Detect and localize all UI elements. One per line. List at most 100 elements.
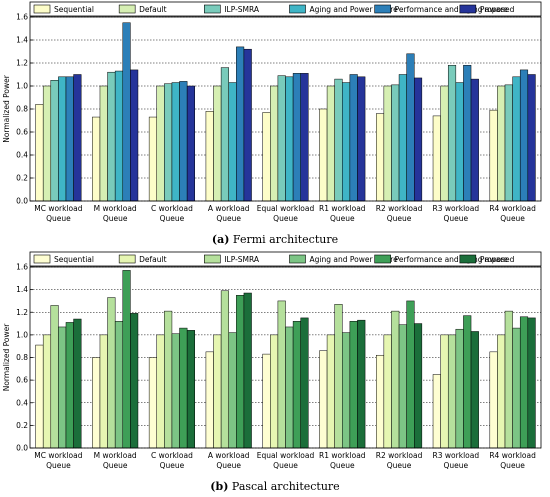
x-tick-label-line2: Queue <box>103 461 128 470</box>
x-tick-label: MC workload <box>34 451 83 460</box>
bar-performance-and-aging-aware-5 <box>292 73 301 202</box>
x-tick-label: Equal workload <box>257 451 315 460</box>
x-tick-label: A workload <box>208 451 250 460</box>
bar-default-1 <box>42 334 52 449</box>
bar-aging-and-power-aware-3 <box>171 333 180 449</box>
bar-sequential-5 <box>262 353 271 449</box>
bar-ilp-smra-8 <box>447 334 457 449</box>
bar-sequential-9 <box>489 109 498 202</box>
bar-aging-and-power-aware-6 <box>342 82 351 202</box>
y-tick-label: 0.2 <box>16 174 28 183</box>
legend-label: ILP-SMRA <box>224 255 260 264</box>
legend-swatch <box>118 254 136 264</box>
x-tick-label: R4 workload <box>489 204 536 213</box>
legend-swatch <box>374 254 391 264</box>
bar-performance-and-aging-aware-7 <box>406 53 415 202</box>
bar-default-6 <box>326 85 335 202</box>
bar-ilp-smra-6 <box>334 78 343 202</box>
y-tick-label: 0.6 <box>16 128 28 137</box>
bar-aging-and-power-aware-9 <box>512 76 521 202</box>
legend-swatch <box>33 4 51 14</box>
y-tick-label: 1.0 <box>16 82 28 91</box>
bar-sequential-4 <box>205 111 214 202</box>
x-tick-label-line2: Queue <box>387 461 412 470</box>
y-tick-label: 1.0 <box>16 330 28 339</box>
bar-aging-and-power-aware-4 <box>228 82 237 202</box>
x-tick-label: MC workload <box>34 204 83 213</box>
legend-label: Sequential <box>54 255 94 264</box>
bar-ilp-smra-5 <box>277 75 286 202</box>
caption-fermi-label: (a) <box>212 233 230 246</box>
x-tick-label: A workload <box>208 204 250 213</box>
x-tick-label-line2: Queue <box>160 461 185 470</box>
bar-default-9 <box>497 85 506 202</box>
legend-swatch <box>118 4 136 14</box>
bar-ilp-smra-4 <box>220 290 229 449</box>
y-tick-label: 0.0 <box>16 444 28 453</box>
chart-fermi: Sequential Default ILP-SMRA Aging and Power… <box>2 1 542 223</box>
bar-sequential-3 <box>148 116 157 202</box>
bar-default-3 <box>156 334 165 449</box>
bar-performance-and-aging-aware-9 <box>519 316 529 449</box>
legend-label: Proposed <box>480 255 515 264</box>
bar-performance-and-aging-aware-6 <box>349 321 358 449</box>
bar-proposed-8 <box>470 78 479 202</box>
bar-proposed-1 <box>73 318 82 449</box>
bar-sequential-3 <box>148 357 157 449</box>
bar-proposed-6 <box>357 76 366 202</box>
y-tick-label: 1.4 <box>16 36 28 45</box>
y-tick-label: 0.0 <box>16 197 28 206</box>
bar-aging-and-power-aware-2 <box>114 321 124 449</box>
y-tick-label: 1.4 <box>16 285 28 294</box>
bar-default-3 <box>156 85 165 202</box>
bar-proposed-4 <box>243 292 252 449</box>
bar-sequential-8 <box>432 374 441 449</box>
bar-default-9 <box>497 334 506 449</box>
legend-swatch <box>459 254 477 264</box>
x-tick-label-line2: Queue <box>216 461 241 470</box>
bar-sequential-5 <box>262 112 271 202</box>
bar-sequential-7 <box>376 113 385 202</box>
x-tick-label-line2: Queue <box>330 214 355 223</box>
x-tick-label: M workload <box>94 451 137 460</box>
x-tick-label: R3 workload <box>433 451 480 460</box>
bar-default-6 <box>326 334 335 449</box>
legend-swatch <box>204 254 221 264</box>
x-tick-label: R1 workload <box>319 204 366 213</box>
bar-proposed-9 <box>527 317 536 449</box>
legend-label: Performance and Aging aware <box>395 5 509 14</box>
legend-label: Aging and Power aware <box>310 255 399 264</box>
bar-default-7 <box>383 85 392 202</box>
caption-pascal-label: (b) <box>210 480 228 493</box>
y-tick-label: 1.6 <box>16 263 28 272</box>
bar-performance-and-aging-aware-9 <box>519 69 529 202</box>
y-tick-label: 0.6 <box>16 376 28 385</box>
x-tick-label-line2: Queue <box>273 461 298 470</box>
bar-aging-and-power-aware-2 <box>114 70 124 202</box>
bar-performance-and-aging-aware-7 <box>406 300 415 449</box>
x-tick-label: C workload <box>151 204 193 213</box>
bar-performance-and-aging-aware-4 <box>236 46 245 202</box>
bar-ilp-smra-9 <box>504 310 513 449</box>
legend-swatch <box>33 254 51 264</box>
y-tick-label: 0.8 <box>16 353 28 362</box>
bar-sequential-6 <box>319 108 328 202</box>
x-tick-label-line2: Queue <box>500 214 525 223</box>
y-tick-label: 1.2 <box>16 59 28 68</box>
bar-proposed-2 <box>130 313 139 449</box>
bar-aging-and-power-aware-4 <box>228 332 237 449</box>
bar-default-5 <box>270 85 279 202</box>
bar-aging-and-power-aware-8 <box>455 82 464 202</box>
bar-ilp-smra-4 <box>220 67 229 202</box>
caption-pascal-text: Pascal architecture <box>232 480 340 493</box>
x-tick-label-line2: Queue <box>46 214 71 223</box>
bar-performance-and-aging-aware-2 <box>122 22 131 202</box>
bar-ilp-smra-2 <box>107 297 116 449</box>
bar-proposed-3 <box>186 330 195 449</box>
legend-frame <box>29 251 542 267</box>
bar-performance-and-aging-aware-6 <box>349 74 358 202</box>
x-tick-label: R2 workload <box>376 204 423 213</box>
bar-performance-and-aging-aware-2 <box>122 270 131 449</box>
legend-frame <box>29 1 542 17</box>
